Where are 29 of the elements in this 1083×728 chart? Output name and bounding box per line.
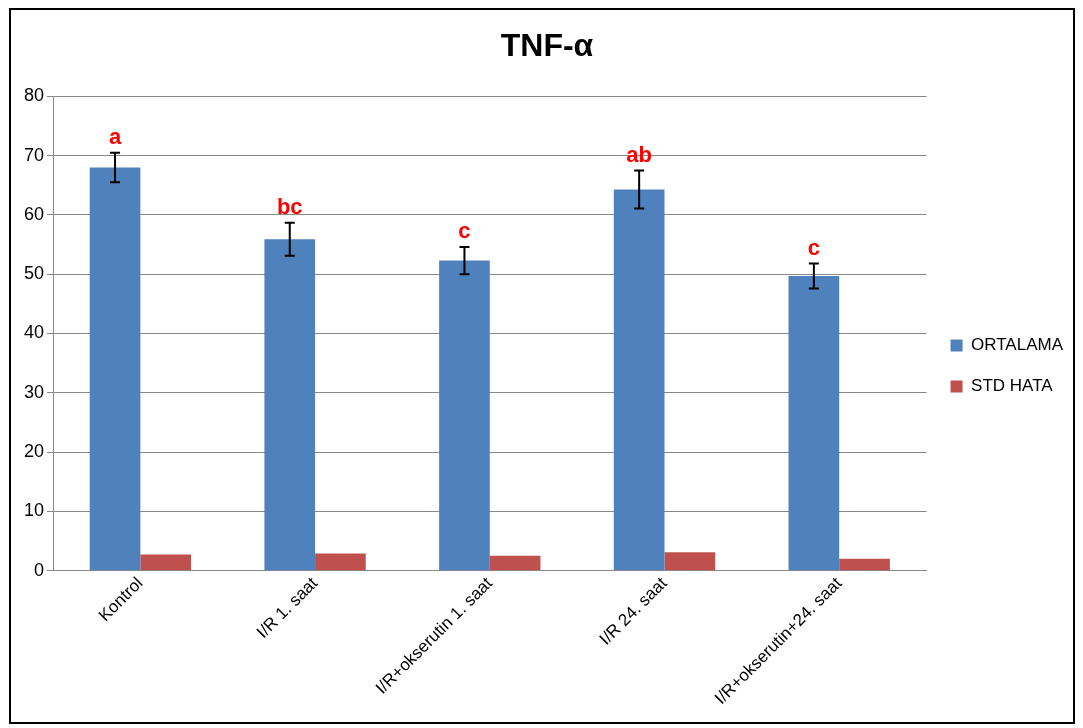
- y-tick-label: 40: [23, 322, 45, 343]
- legend-label: ORTALAMA: [971, 335, 1064, 355]
- chart-title: TNF-α: [500, 27, 594, 64]
- bar: [264, 239, 316, 571]
- y-tick-label: 0: [34, 559, 45, 580]
- y-tick-label: 10: [23, 500, 45, 521]
- bar: [489, 555, 541, 571]
- annotation: c: [807, 234, 820, 260]
- bar: [89, 167, 141, 571]
- y-tick-label: 30: [23, 381, 45, 402]
- bar: [664, 552, 716, 571]
- bar: [788, 276, 840, 571]
- annotation: c: [458, 218, 471, 244]
- bar: [613, 189, 665, 571]
- y-tick-label: 70: [23, 144, 45, 165]
- y-tick-label: 80: [23, 85, 45, 106]
- y-tick-label: 50: [23, 263, 45, 284]
- bar: [315, 553, 366, 571]
- y-tick-label: 20: [23, 441, 45, 462]
- annotation: ab: [626, 141, 652, 167]
- annotation: a: [108, 123, 122, 149]
- bar: [140, 554, 192, 571]
- legend-label: STD HATA: [971, 376, 1054, 396]
- y-tick-label: 60: [23, 203, 45, 224]
- bar: [439, 260, 490, 571]
- bar: [839, 558, 890, 571]
- x-tick-label: I/R 24. saat: [595, 573, 671, 649]
- annotation: bc: [276, 193, 303, 219]
- x-tick-label: I/R 1. saat: [253, 573, 322, 642]
